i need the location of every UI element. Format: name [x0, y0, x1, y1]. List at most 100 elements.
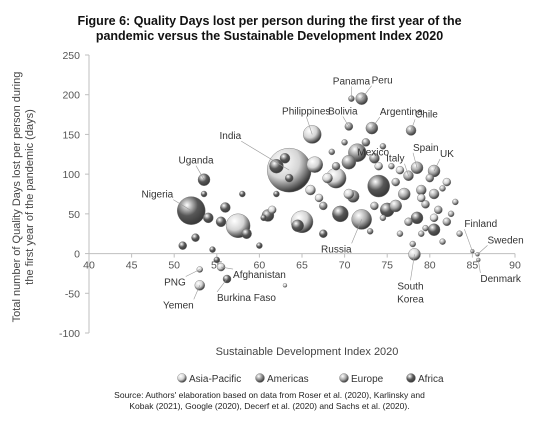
x-tick-label: 60	[254, 260, 266, 272]
leader-line	[185, 269, 200, 277]
bubble-africa	[203, 212, 214, 224]
legend-label-africa: Africa	[418, 374, 444, 385]
bubble-africa	[367, 174, 390, 198]
legend-label-europe: Europe	[351, 374, 384, 385]
x-tick-label: 85	[467, 260, 479, 272]
bubble-africa	[213, 256, 221, 264]
bubble-europe	[404, 217, 413, 227]
label-italy: Italy	[386, 154, 404, 165]
leader-line	[221, 266, 234, 270]
legend-label-americas: Americas	[267, 374, 309, 385]
bubble-africa	[332, 205, 349, 223]
label-south-korea: South Korea	[397, 281, 424, 305]
bubble-asia-pacific	[305, 184, 316, 196]
legend-marker-africa	[406, 373, 416, 383]
bubble-europe	[428, 188, 440, 200]
bubble-europe	[391, 177, 400, 187]
label-philippines: Philippines	[282, 106, 330, 117]
bubble-europe	[434, 205, 443, 215]
leader-line	[477, 245, 488, 255]
x-tick-label: 45	[126, 260, 138, 272]
bubble-africa	[291, 219, 304, 232]
label-india: India	[220, 131, 242, 142]
bubble-europe	[418, 230, 425, 237]
bubble-asia-pacific	[442, 177, 452, 187]
bubble-americas	[361, 138, 371, 147]
leader-line	[305, 116, 313, 135]
bubble-europe	[416, 184, 427, 196]
y-tick-label: 0	[74, 249, 80, 261]
y-tick-label: 200	[62, 90, 80, 102]
bubble-europe	[422, 224, 429, 232]
bubbles	[177, 92, 481, 291]
bubble-africa	[285, 173, 294, 183]
y-tick-label: 100	[62, 169, 80, 181]
leader-line	[404, 163, 409, 176]
leader-line	[342, 116, 350, 127]
bubble-asia-pacific	[417, 193, 426, 203]
bubble-africa	[427, 223, 441, 236]
bubble-europe	[409, 240, 416, 248]
source-line-1: Source: Authors' elaboration based on da…	[114, 390, 425, 400]
leader-line	[371, 116, 381, 129]
axes: 40 45 50 55 60 65 70 75 80 85 90 -100 -50 0 50 100 150 20…	[59, 50, 521, 340]
bubble-africa	[200, 190, 208, 198]
bubble-europe	[452, 198, 459, 206]
label-panama: Panama	[333, 77, 371, 88]
label-sweden: Sweden	[488, 235, 524, 246]
y-tick-label: 250	[62, 50, 80, 62]
label-denmark: Denmark	[480, 274, 522, 285]
bubble-africa	[191, 233, 200, 242]
leader-line	[195, 165, 205, 180]
legend-label-asia-pacific: Asia-Pacific	[189, 374, 241, 385]
x-axis-label: Sustainable Development Index 2020	[216, 346, 399, 358]
bubble-asia-pacific	[322, 172, 333, 184]
x-tick-label: 70	[339, 260, 351, 272]
leader-line	[478, 259, 481, 273]
bubble-europe	[396, 230, 404, 237]
bubble-americas	[366, 228, 374, 235]
bubble-africa	[215, 216, 227, 228]
bubble-europe	[442, 217, 452, 227]
bubble-africa	[256, 242, 263, 249]
bubble-asia-pacific	[374, 161, 383, 171]
bubble-europe	[439, 185, 446, 192]
title-line-2: pandemic versus the Sustainable Developm…	[95, 29, 444, 43]
bubble-asia-pacific	[314, 193, 324, 203]
bubble-europe	[447, 210, 455, 218]
x-tick-label: 40	[83, 260, 95, 272]
leader-line	[433, 158, 441, 172]
bubble-asia-pacific	[343, 188, 355, 200]
bubble-europe	[388, 162, 395, 170]
y-tick-label: -100	[59, 328, 80, 340]
label-spain: Spain	[413, 143, 439, 154]
label-nigeria: Nigeria	[142, 190, 174, 201]
legend-marker-asia-pacific	[177, 373, 187, 383]
bubble-africa	[220, 202, 231, 213]
y-tick-label: -50	[65, 288, 80, 300]
source-note: Source: Authors' elaboration based on da…	[0, 390, 539, 412]
leader-line	[361, 85, 372, 99]
bubble-africa	[209, 246, 216, 253]
label-finland: Finland	[464, 219, 497, 230]
bubble-africa	[279, 153, 291, 164]
chart-title: Figure 6: Quality Days lost per person d…	[0, 14, 539, 44]
bubble-americas	[341, 139, 348, 146]
bubble-africa	[178, 241, 187, 250]
bubble-africa	[241, 228, 252, 239]
bubble-asia-pacific	[429, 213, 439, 223]
label-chile: Chile	[415, 109, 438, 120]
label-mexico: Mexico	[357, 148, 389, 159]
bubble-americas	[341, 155, 357, 170]
bubble-asia-pacific	[282, 283, 288, 288]
leader-line	[464, 229, 473, 252]
label-argentina: Argentina	[380, 107, 423, 118]
legend: Asia-Pacific Americas Europe Africa	[177, 373, 444, 385]
bubble-asia-pacific	[395, 165, 405, 175]
bubble-africa	[319, 229, 328, 238]
bubble-europe	[379, 214, 387, 222]
source-line-2: Kobak (2021), Google (2020), Decerf et a…	[129, 401, 410, 411]
bubble-americas	[379, 143, 387, 150]
title-line-1: Figure 6: Quality Days lost per person d…	[77, 14, 462, 28]
bubble-americas	[328, 148, 336, 156]
